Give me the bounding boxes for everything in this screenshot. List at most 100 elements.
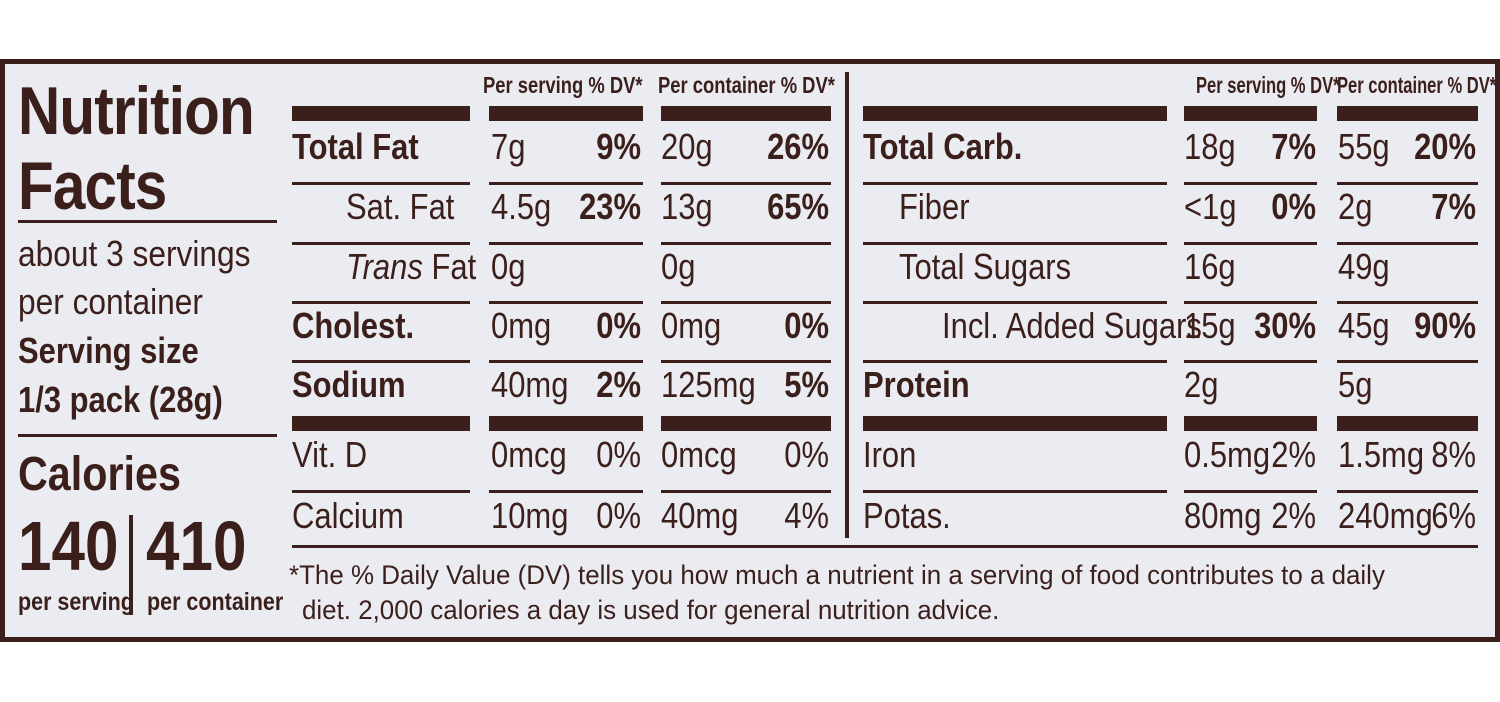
row-separator	[863, 360, 1167, 363]
cont-dv-cell: 20%	[1404, 129, 1476, 165]
serv-dv-value: 23%	[579, 186, 641, 227]
nutrient-name-text: Total Fat	[292, 126, 419, 167]
nutrient-name-text: Total Carb.	[863, 126, 1023, 167]
cont-amt-value: 0g	[661, 246, 696, 287]
serv-dv-cell: 2%	[1264, 498, 1316, 534]
serving-size-value: 1/3 pack (28g)	[18, 379, 223, 420]
cont-amt-value: 45g	[1338, 305, 1390, 346]
cont-dv-value: 7%	[1431, 186, 1476, 227]
serv-amt-cell: 15g	[1184, 308, 1244, 344]
row-separator	[1184, 360, 1317, 363]
cont-amt-value: 1.5mg	[1338, 434, 1425, 475]
title-facts: Facts	[18, 148, 167, 224]
nutrient-name-text: Calcium	[292, 495, 404, 536]
serv-amt-cell: 4.5g	[491, 189, 561, 225]
nutrient-name: Vit. D	[292, 437, 379, 473]
row-separator	[1337, 416, 1478, 431]
cont-amt-cell: 0g	[661, 249, 701, 285]
cont-dv-cell: 7%	[1424, 189, 1476, 225]
cont-dv-value: 4%	[784, 495, 829, 536]
calories-divider	[129, 515, 133, 615]
serv-dv-value: 9%	[596, 126, 641, 167]
serv-dv-value: 0%	[596, 434, 641, 475]
serv-amt-cell: 16g	[1184, 249, 1244, 285]
cont-amt-value: 0mcg	[661, 434, 737, 475]
serv-dv-value: 2%	[1271, 434, 1316, 475]
cont-dv-cell: 5%	[777, 367, 829, 403]
footnote-line1: *The % Daily Value (DV) tells you how mu…	[289, 560, 1385, 590]
nutrient-name: Fiber	[899, 189, 981, 225]
serv-amt-cell: 0mg	[491, 308, 561, 344]
serv-dv-cell: 23%	[569, 189, 641, 225]
nutrient-name-text: Vit. D	[292, 434, 368, 475]
serv-amt-cell: 40mg	[491, 367, 581, 403]
cont-dv-cell: 65%	[757, 189, 829, 225]
cont-amt-value: 20g	[661, 126, 713, 167]
cont-dv-value: 90%	[1414, 305, 1476, 346]
nutrient-name: Cholest.	[292, 308, 434, 344]
nutrient-name: Trans Fat	[346, 249, 497, 285]
nutrient-name-text: Sodium	[292, 364, 406, 405]
cont-dv-cell: 8%	[1424, 437, 1476, 473]
servings-per-container-line1: about 3 servings	[18, 233, 251, 274]
cont-amt-value: 40mg	[661, 495, 739, 536]
nutrient-name-text: Incl. Added Sugars	[942, 305, 1202, 346]
cont-amt-cell: 1.5mg	[1338, 437, 1438, 473]
serv-dv-cell: 2%	[1264, 437, 1316, 473]
footnote-line2: diet. 2,000 calories a day is used for g…	[302, 595, 1000, 625]
cont-dv-cell: 90%	[1404, 308, 1476, 344]
serv-dv-value: 7%	[1271, 126, 1316, 167]
row-separator	[661, 360, 831, 363]
cont-amt-value: 13g	[661, 186, 713, 227]
nutrient-name-text: Iron	[863, 434, 917, 475]
serv-amt-value: 80mg	[1184, 495, 1262, 536]
serv-amt-value: 0g	[491, 246, 526, 287]
row-separator	[1184, 490, 1317, 493]
left-per-serving-header: Per serving % DV*	[483, 72, 643, 98]
cont-amt-value: 240mg	[1338, 495, 1433, 536]
row-separator	[489, 490, 643, 493]
serving-size-label: Serving size	[18, 330, 199, 371]
calories-per-serving: 140	[18, 507, 119, 585]
cont-amt-cell: 45g	[1338, 308, 1398, 344]
serv-amt-value: 0mg	[491, 305, 552, 346]
footnote-rule	[292, 545, 1478, 548]
serv-dv-cell: 7%	[1264, 129, 1316, 165]
serv-amt-value: 18g	[1184, 126, 1236, 167]
row-separator	[1337, 106, 1478, 121]
row-separator	[292, 360, 470, 363]
row-separator	[292, 106, 470, 121]
row-separator	[1337, 490, 1478, 493]
nutrient-name-text: Cholest.	[292, 305, 415, 346]
cont-amt-cell: 240mg	[1338, 498, 1448, 534]
nutrient-name: Sat. Fat	[346, 189, 472, 225]
row-separator	[661, 301, 831, 304]
serv-amt-value: 16g	[1184, 246, 1236, 287]
nutrient-name-text: Potas.	[863, 495, 951, 536]
right-per-serving-header: Per serving % DV*	[1196, 72, 1340, 98]
serving-rule	[18, 434, 277, 437]
serv-amt-cell: 80mg	[1184, 498, 1274, 534]
serv-dv-cell: 0%	[1264, 189, 1316, 225]
serv-amt-cell: <1g	[1184, 189, 1245, 225]
nutrient-name: Protein	[863, 367, 987, 403]
cont-dv-value: 5%	[784, 364, 829, 405]
cont-dv-value: 0%	[784, 305, 829, 346]
row-separator	[1184, 301, 1317, 304]
nutrient-name: Potas.	[863, 498, 965, 534]
cont-amt-cell: 5g	[1338, 367, 1378, 403]
center-divider	[845, 72, 849, 538]
row-separator	[661, 490, 831, 493]
serv-dv-value: 30%	[1254, 305, 1316, 346]
per-container-caption: per container	[147, 588, 284, 616]
row-separator	[489, 106, 643, 121]
cont-dv-cell: 0%	[777, 437, 829, 473]
cont-amt-cell: 13g	[661, 189, 721, 225]
serv-amt-value: 0mcg	[491, 434, 567, 475]
nutrient-name: Iron	[863, 437, 925, 473]
row-separator	[1184, 242, 1317, 245]
serv-amt-cell: 2g	[1184, 367, 1224, 403]
cont-dv-cell: 4%	[777, 498, 829, 534]
cont-dv-value: 26%	[767, 126, 829, 167]
row-separator	[863, 301, 1167, 304]
